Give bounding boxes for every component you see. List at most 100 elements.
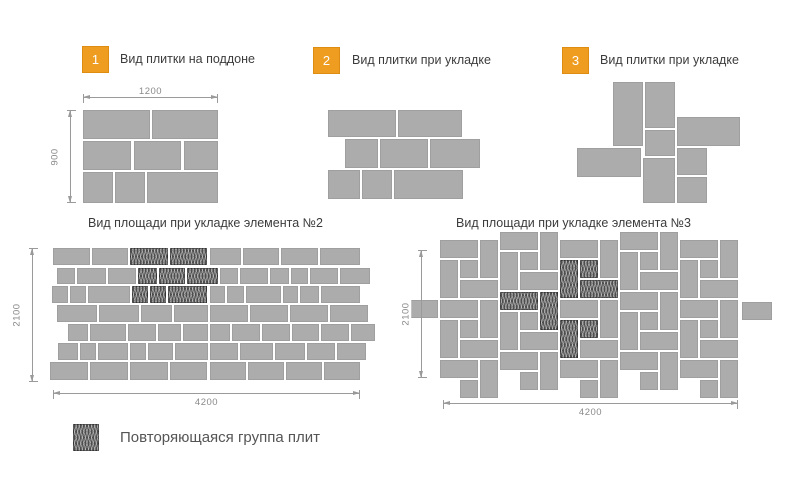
area2-height-dimension: 2100 [11,248,38,382]
area3-repeat-group-tile [500,292,538,310]
area3-tile [680,260,698,298]
area2-tile [57,268,75,284]
area2-tile [310,268,338,284]
area3-tile [600,360,618,398]
area2-tile [108,268,136,284]
area3-tile [640,372,658,390]
area3-tile [520,312,538,330]
area2-tile [158,324,181,341]
pallet-tile [83,172,113,203]
area2-repeat-group-tile [138,268,157,284]
arrow-up-icon [419,250,423,257]
area3-tile [520,272,558,290]
area3-tile [440,360,478,378]
arrow-left-icon [83,95,90,99]
arrow-left-icon [53,391,60,395]
area2-tile [130,362,168,380]
area2-repeat-group-tile [168,286,207,303]
area2-width-value: 4200 [191,398,222,408]
area3-tile [720,360,738,398]
area3-width-dimension: 4200 [443,400,738,418]
area2-tile [351,324,375,341]
area3-tile [440,260,458,298]
layout2-tile [430,139,480,168]
pallet-tile [115,172,145,203]
area3-tile [480,360,498,398]
area3-tile [540,232,558,270]
area3-tile [680,300,718,318]
step-1-number: 1 [91,52,100,67]
arrow-right-icon [353,391,360,395]
area3-tile [580,340,618,358]
area2-tile [52,286,68,303]
area3-tile [520,372,538,390]
area2-tile [243,248,279,265]
area2-tile [307,343,335,360]
step-3-label: Вид плитки при укладке [600,53,739,67]
area2-tile [183,324,208,341]
area2-tile [68,324,88,341]
layout3-tile [677,148,707,175]
step-3-badge: 3 [562,47,589,74]
area2-tile [232,324,260,341]
area3-tile [440,240,478,258]
area3-tile [720,240,738,278]
pallet-tile [184,141,218,170]
area2-tile [324,362,360,380]
legend-label: Повторяющаяся группа плит [120,429,320,446]
area3-tile [640,312,658,330]
area3-repeat-group-tile [580,280,618,298]
area2-tile [130,343,146,360]
area3-height-value: 2100 [400,299,411,329]
layout3-tile [613,82,643,146]
step-2-badge: 2 [313,47,340,74]
step-1-label: Вид плитки на поддоне [120,52,255,66]
layout2-tile [328,170,360,199]
area2-tile [321,286,360,303]
area2-tile [270,268,289,284]
pallet-tile [147,172,218,203]
area2-tile [141,305,172,322]
layout2-tile [394,170,463,199]
area3-tile [620,232,658,250]
layout2-tile [362,170,392,199]
area3-tile [660,352,678,390]
area3-tile [640,252,658,270]
arrow-down-icon [30,375,34,382]
area2-repeat-group-tile [159,268,185,284]
area2-tile [330,305,368,322]
area2-height-value: 2100 [11,300,22,330]
arrow-up-icon [68,110,72,117]
pallet-height-dimension: 900 [49,110,76,203]
area3-tile [460,260,478,278]
area3-tile [700,260,718,278]
area3-tile [480,240,498,278]
area2-repeat-group-tile [170,248,207,265]
area2-repeat-group-tile [132,286,148,303]
area2-tile [248,362,284,380]
area2-tile [88,286,130,303]
area3-tile [660,232,678,270]
area2-tile [283,286,298,303]
area3-tile [500,352,538,370]
area3-repeat-group-tile [580,260,598,278]
area2-tile [128,324,156,341]
area2-tile [240,343,273,360]
area3-tile [500,232,538,250]
area3-tile [680,320,698,358]
area2-tile [340,268,370,284]
area2-tile [262,324,290,341]
area3-tile [520,252,538,270]
area2-repeat-group-tile [150,286,166,303]
area3-tile [620,352,658,370]
area2-tile [210,305,248,322]
area2-tile [210,343,238,360]
area3-tile [700,320,718,338]
area2-tile [240,268,268,284]
area2-tile [170,362,207,380]
layout3-tile [677,177,707,203]
area2-tile [148,343,173,360]
area2-tile [53,248,90,265]
area2-tile [275,343,305,360]
